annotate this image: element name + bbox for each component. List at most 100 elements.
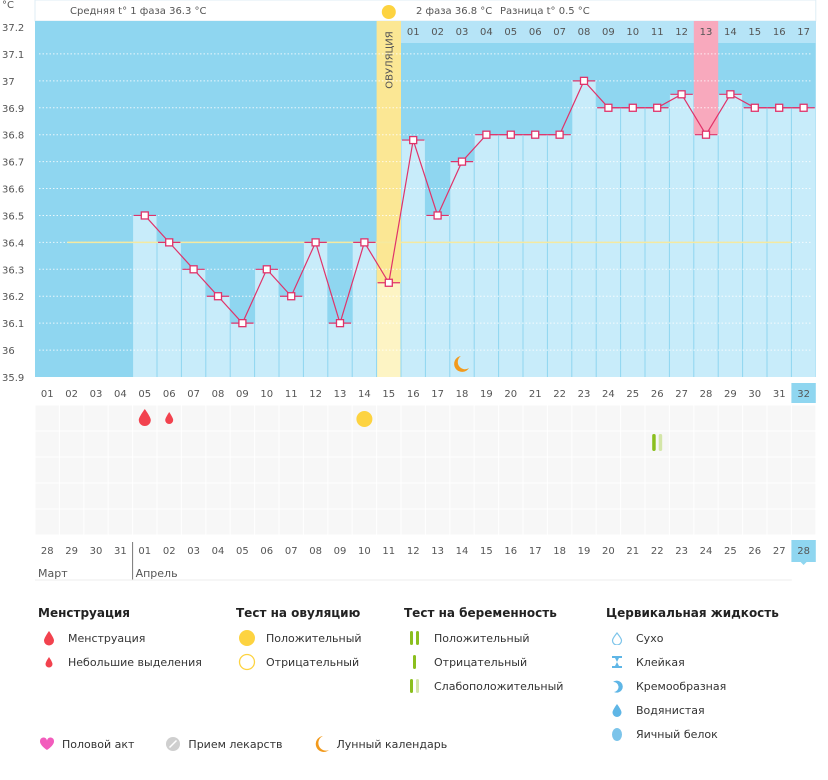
temperature-point [140, 211, 149, 220]
temperature-bar [547, 134, 572, 377]
legend-label: Положительный [434, 631, 530, 645]
cycle-day-label: 18 [456, 389, 469, 400]
temperature-point [579, 76, 589, 85]
calendar-date-label: 09 [334, 546, 347, 557]
temperature-point [189, 265, 198, 274]
cycle-day-label: 04 [114, 389, 127, 400]
watery-icon [606, 702, 628, 718]
cycle-day-label: 29 [724, 389, 737, 400]
legend-label: Половой акт [62, 737, 135, 751]
temperature-point [555, 130, 564, 139]
ovulation-sun-icon [381, 5, 396, 19]
legend-label: Отрицательный [434, 655, 528, 669]
pregnancy-test-line-icon [652, 434, 656, 451]
ovulation-column [376, 21, 401, 283]
y-tick-label: 36.8 [2, 131, 24, 142]
cycle-day-label: 20 [504, 389, 517, 400]
legend-item: Кремообразная [606, 674, 779, 698]
temperature-point [653, 103, 662, 112]
current-day-highlight [791, 383, 816, 403]
temperature-point [604, 103, 613, 112]
phase2-day-label: 12 [675, 27, 688, 38]
calendar-date-label: 03 [187, 546, 200, 557]
egg-white-icon [606, 726, 628, 742]
y-tick-label: 37 [2, 77, 15, 88]
legend-label: Кремообразная [636, 679, 727, 693]
cycle-day-label: 09 [236, 389, 249, 400]
legend-label: Клейкая [636, 655, 685, 669]
y-tick-label: 36.3 [2, 265, 24, 276]
today-highlight [791, 540, 816, 562]
legend-label: Водянистая [636, 703, 705, 717]
spotting-drop-icon [165, 412, 174, 424]
cycle-day-label: 22 [553, 389, 566, 400]
cycle-day-label: 03 [90, 389, 103, 400]
temperature-bar [694, 134, 718, 377]
legend-item: Прием лекарств [164, 736, 283, 752]
temperature-difference: Разница t° 0.5 °C [500, 6, 590, 17]
temperature-bar [474, 134, 499, 377]
legend-menstruation: Менструация Менструация Небольшие выделе… [38, 606, 202, 674]
cycle-day-label: 16 [407, 389, 420, 400]
ovulation-label: ОВУЛЯЦИЯ [384, 31, 395, 89]
legend-item: Клейкая [606, 650, 779, 674]
cycle-day-label: 19 [480, 389, 493, 400]
calendar-date-label: 12 [407, 546, 420, 557]
legend-label: Лунный календарь [336, 737, 448, 751]
cycle-day-label: 17 [431, 389, 444, 400]
heart-icon [38, 736, 56, 752]
calendar-date-label: 08 [309, 546, 322, 557]
cycle-day-label: 05 [138, 389, 151, 400]
temperature-bar [157, 242, 181, 377]
y-tick-label: 36.7 [2, 158, 24, 169]
calendar-date-label: 01 [138, 546, 151, 557]
cycle-day-label: 15 [382, 389, 395, 400]
cycle-day-label: 21 [529, 389, 542, 400]
phase2-day-label: 02 [431, 27, 444, 38]
calendar-date-label: 28 [41, 546, 54, 557]
calendar-date-label: 07 [285, 546, 298, 557]
calendar-date-label: 20 [602, 546, 615, 557]
y-tick-label: 36.4 [2, 238, 24, 249]
legend-ovulation-test: Тест на овуляцию Положительный Отрицател… [236, 606, 362, 674]
temperature-point [262, 265, 271, 274]
bbt-chart: Средняя t° 1 фаза 36.3 °C 2 фаза 36.8 °C Р… [2, 0, 817, 581]
cycle-day-label: 27 [675, 389, 688, 400]
calendar-date-label: 05 [236, 546, 249, 557]
cycle-day-label: 11 [285, 389, 298, 400]
y-tick-label: 36.1 [2, 319, 24, 330]
pregnancy-positive-icon [404, 630, 426, 646]
temperature-bar [718, 94, 743, 378]
legend-item: Яичный белок [606, 722, 779, 746]
temperature-point [799, 103, 808, 112]
phase2-day-label: 04 [480, 27, 493, 38]
temperature-point [506, 130, 515, 139]
cycle-day-label: 10 [260, 389, 273, 400]
legend-label: Менструация [68, 631, 146, 645]
legend-label: Прием лекарств [188, 737, 283, 751]
spotting-drop-icon [38, 654, 60, 670]
menstruation-drop-icon [38, 630, 60, 646]
temperature-bar [791, 107, 816, 378]
temperature-point [409, 135, 418, 145]
legend-item: Менструация [38, 626, 202, 650]
y-tick-label: 36.9 [2, 104, 24, 115]
temperature-bar [352, 242, 377, 377]
cycle-day-label: 01 [41, 389, 54, 400]
phase2-day-label: 17 [797, 27, 810, 38]
highlighted-column [693, 21, 719, 135]
legend-item: Отрицательный [404, 650, 563, 674]
temperature-bar [303, 242, 328, 377]
temperature-point [775, 103, 784, 112]
phase2-day-label: 08 [578, 27, 591, 38]
legend-item: Лунный календарь [313, 736, 448, 752]
calendar-date-label: 14 [456, 546, 469, 557]
temperature-point [311, 238, 320, 247]
legend-label: Положительный [266, 631, 362, 645]
temperature-point [433, 211, 442, 220]
cycle-day-label: 14 [358, 389, 371, 400]
y-tick-label: 35.9 [2, 373, 24, 384]
temperature-bar [669, 94, 694, 378]
y-tick-label: 36 [2, 346, 15, 357]
cycle-day-label: 26 [651, 389, 664, 400]
